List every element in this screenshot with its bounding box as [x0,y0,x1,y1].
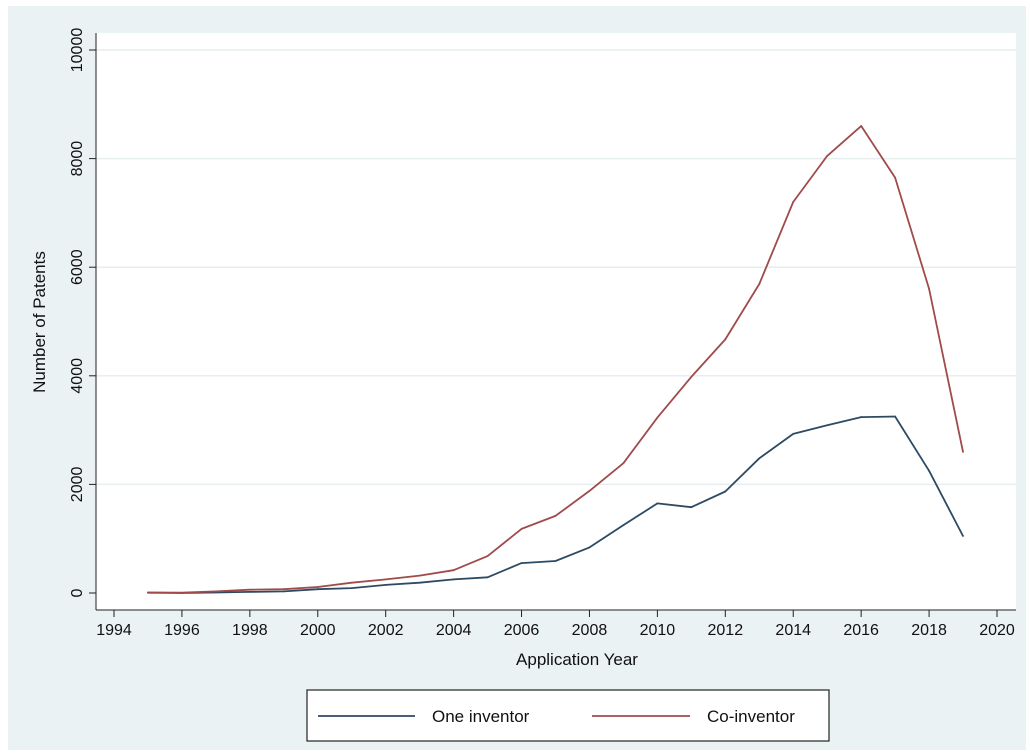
data-point-co-inventor-2016 [860,125,863,127]
data-point-co-inventor-2002 [384,578,387,581]
data-point-co-inventor-2006 [520,528,523,530]
data-point-one-inventor-2002 [384,583,387,586]
y-tick-label-8000: 8000 [69,141,86,177]
y-axis-title: Number of Patents [30,251,49,393]
x-tick-label-2000: 2000 [300,622,336,639]
data-point-co-inventor-1995 [147,591,149,594]
data-point-co-inventor-2015 [826,154,829,157]
data-point-one-inventor-2019 [962,535,964,537]
data-point-co-inventor-1999 [282,588,285,591]
data-point-co-inventor-2001 [350,581,353,584]
data-point-one-inventor-2003 [418,581,421,584]
data-point-co-inventor-2018 [928,288,930,290]
x-axis: 1994 1996 1998 2000 2002 2004 2006 2008 2010 2012… [96,609,1016,639]
legend-label-one-inventor: One inventor [432,707,530,726]
data-point-co-inventor-2017 [894,176,897,179]
series-lines [147,125,964,594]
y-tick-label-2000: 2000 [69,467,86,503]
x-tick-label-2020: 2020 [979,622,1015,639]
x-tick-label-1994: 1994 [96,622,132,639]
data-point-co-inventor-1997 [214,590,217,593]
y-tick-label-4000: 4000 [69,358,86,394]
data-point-co-inventor-1996 [181,591,183,594]
data-point-co-inventor-2012 [724,338,727,341]
x-tick-label-2018: 2018 [911,622,947,639]
x-tick-label-1996: 1996 [164,622,200,639]
data-point-co-inventor-1998 [248,588,251,591]
data-point-one-inventor-2015 [826,424,829,427]
data-point-one-inventor-2016 [860,416,863,418]
x-tick-label-2002: 2002 [368,622,404,639]
data-point-one-inventor-2014 [792,433,795,435]
data-point-co-inventor-2011 [690,375,693,378]
plot-area [96,33,1016,610]
data-point-one-inventor-2018 [928,469,930,472]
gridlines [96,49,1016,486]
data-point-one-inventor-2006 [520,562,523,565]
x-tick-label-2008: 2008 [572,622,608,639]
data-point-one-inventor-2007 [554,560,557,562]
data-point-one-inventor-2012 [724,490,727,493]
data-point-co-inventor-2009 [622,462,625,465]
data-point-one-inventor-2005 [486,576,489,579]
data-point-one-inventor-2017 [894,415,897,418]
data-point-one-inventor-2013 [758,457,761,460]
data-point-co-inventor-2010 [656,416,659,419]
data-point-co-inventor-2008 [588,490,591,492]
y-axis: 0 2000 4000 6000 8000 10000 [69,28,97,610]
x-tick-label-2016: 2016 [843,622,879,639]
data-point-co-inventor-2004 [452,569,455,572]
y-tick-label-10000: 10000 [69,28,86,73]
data-point-one-inventor-1999 [282,590,285,593]
x-tick-label-2004: 2004 [436,622,472,639]
data-point-one-inventor-1998 [248,591,251,593]
data-point-one-inventor-2008 [588,546,591,549]
legend: One inventor Co-inventor [306,689,830,742]
data-point-one-inventor-2000 [316,588,319,591]
y-tick-label-6000: 6000 [69,249,86,285]
data-point-co-inventor-2013 [758,283,761,285]
x-tick-label-2014: 2014 [775,622,811,639]
data-point-co-inventor-2003 [418,574,421,577]
x-tick-label-2006: 2006 [504,622,540,639]
x-tick-label-2010: 2010 [640,622,676,639]
data-point-one-inventor-2010 [656,502,659,505]
legend-label-co-inventor: Co-inventor [707,707,795,726]
data-point-co-inventor-2014 [792,201,795,203]
data-point-one-inventor-2001 [350,587,353,590]
x-axis-title: Application Year [516,650,638,669]
data-point-co-inventor-2007 [554,514,557,517]
x-tick-label-2012: 2012 [708,622,744,639]
data-point-co-inventor-2000 [316,586,319,588]
data-point-one-inventor-2004 [452,578,455,581]
data-point-one-inventor-2009 [622,524,625,527]
data-point-one-inventor-2011 [690,506,693,509]
data-point-co-inventor-2005 [486,555,489,557]
x-tick-label-1998: 1998 [232,622,268,639]
data-point-co-inventor-2019 [962,450,964,453]
y-tick-label-0: 0 [69,588,86,597]
